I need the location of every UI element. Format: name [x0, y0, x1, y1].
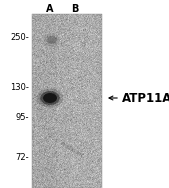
Text: 95-: 95- — [16, 114, 29, 123]
Ellipse shape — [37, 89, 63, 108]
Ellipse shape — [47, 36, 57, 44]
Text: 250-: 250- — [10, 33, 29, 42]
Text: 130-: 130- — [10, 83, 29, 92]
Text: A: A — [46, 4, 54, 14]
Bar — [32, 14, 102, 188]
Text: © ProSci Inc.: © ProSci Inc. — [54, 137, 86, 159]
Text: ATP11A: ATP11A — [122, 92, 169, 105]
Text: B: B — [71, 4, 79, 14]
Ellipse shape — [44, 34, 60, 46]
Text: 72-: 72- — [15, 152, 29, 161]
Ellipse shape — [40, 91, 60, 105]
Ellipse shape — [43, 93, 57, 103]
